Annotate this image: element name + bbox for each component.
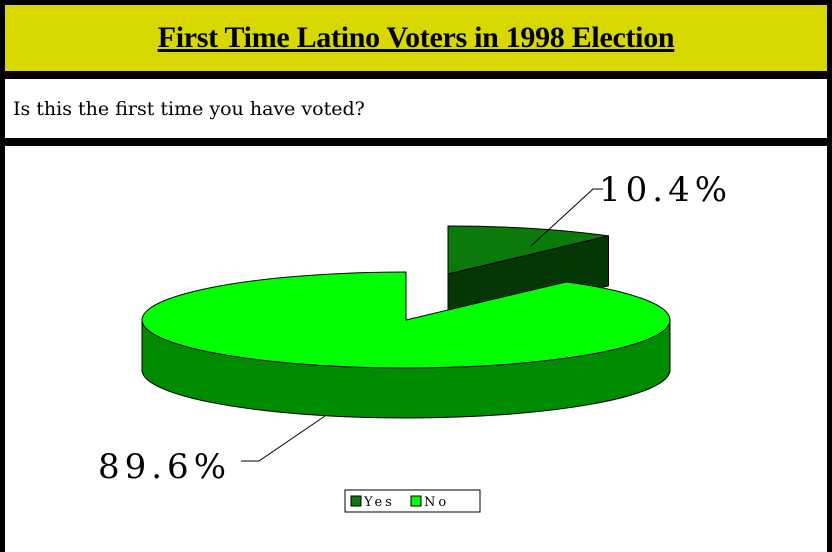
title-bar: First Time Latino Voters in 1998 Electio… xyxy=(5,5,827,71)
chart-area: 10.4% 89.6% Yes No xyxy=(5,146,827,552)
pie-chart: 10.4% 89.6% Yes No xyxy=(98,170,732,513)
legend-swatch-yes xyxy=(350,495,362,507)
slice-yes xyxy=(447,225,609,275)
slice-no xyxy=(141,271,671,369)
leader-line-yes xyxy=(530,188,603,247)
legend-swatch-no xyxy=(410,495,422,507)
data-label-no: 89.6% xyxy=(98,447,231,487)
legend-label-yes: Yes xyxy=(363,495,395,510)
question-bar: Is this the first time you have voted? xyxy=(5,79,827,138)
legend-label-no: No xyxy=(424,495,449,510)
data-label-yes: 10.4% xyxy=(599,170,732,210)
question-text: Is this the first time you have voted? xyxy=(13,97,365,120)
leader-line-no xyxy=(241,415,326,462)
page-title: First Time Latino Voters in 1998 Electio… xyxy=(157,21,675,54)
